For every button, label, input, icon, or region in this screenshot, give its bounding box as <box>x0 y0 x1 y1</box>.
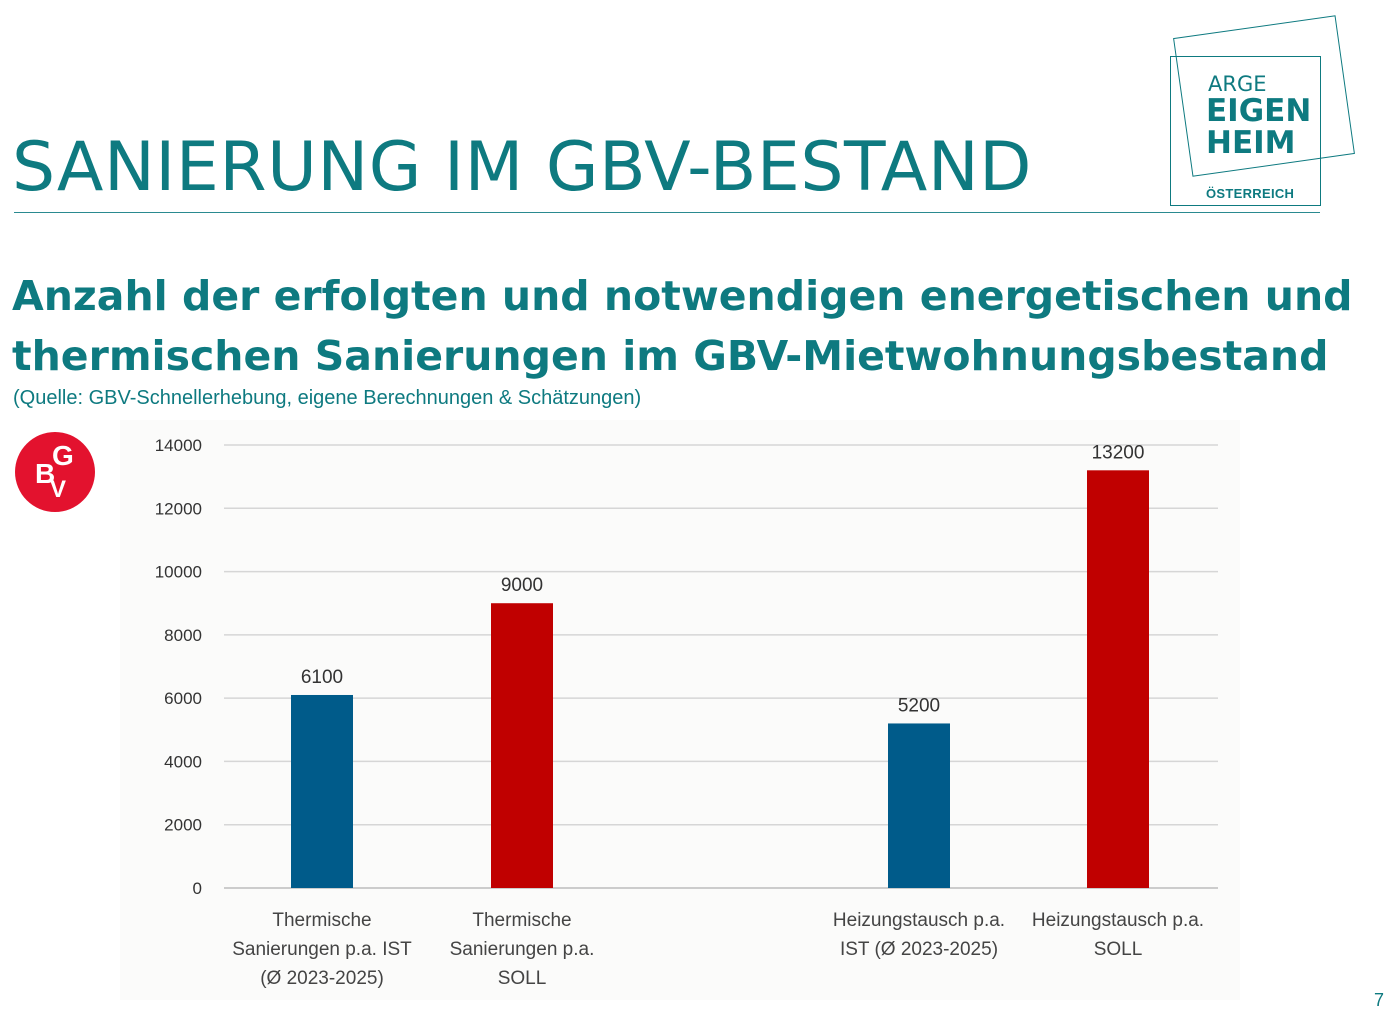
x-tick-label: Heizungstausch p.a. <box>833 910 1005 931</box>
bar <box>1087 470 1149 888</box>
bar <box>888 723 950 888</box>
source-note: (Quelle: GBV-Schnellerhebung, eigene Ber… <box>13 387 642 409</box>
logo-text-arge: ARGE <box>1208 72 1267 96</box>
bar <box>291 694 353 888</box>
data-label: 6100 <box>301 667 343 688</box>
y-tick-label: 6000 <box>164 689 202 708</box>
chart-heading-line-1: Anzahl der erfolgten und notwendigen ene… <box>12 272 1353 320</box>
x-tick-label: (Ø 2023-2025) <box>260 968 384 989</box>
y-tick-label: 8000 <box>164 626 202 645</box>
logo-text-eigen: EIGEN <box>1206 93 1312 129</box>
x-tick-label: Thermische <box>272 910 371 931</box>
gbv-logo-letter-g: G <box>52 440 74 471</box>
chart-heading: Anzahl der erfolgten und notwendigen ene… <box>12 266 1353 386</box>
y-tick-label: 4000 <box>164 752 202 771</box>
gbv-logo-letter-v: V <box>50 476 67 503</box>
title-divider <box>14 212 1320 213</box>
y-tick-label: 2000 <box>164 816 202 835</box>
arge-eigenheim-logo: ARGE EIGEN HEIM ÖSTERREICH <box>1168 6 1368 211</box>
x-tick-label: IST (Ø 2023-2025) <box>840 939 998 960</box>
x-tick-label: Heizungstausch p.a. <box>1032 910 1204 931</box>
chart-heading-line-2: thermischen Sanierungen im GBV-Mietwohnu… <box>12 332 1329 380</box>
logo-text-heim: HEIM <box>1206 125 1296 161</box>
y-tick-label: 10000 <box>155 563 202 582</box>
gbv-logo-letter-b: B <box>35 458 56 489</box>
x-tick-label: SOLL <box>498 968 547 989</box>
x-tick-label: SOLL <box>1094 939 1143 960</box>
x-tick-label: Thermische <box>472 910 571 931</box>
logo-frame <box>1170 56 1321 206</box>
data-label: 5200 <box>898 695 940 716</box>
bar-chart: 0 2000 4000 6000 8000 10000 12000 14000 6100 9000… <box>120 420 1240 1000</box>
y-tick-label: 0 <box>193 879 202 898</box>
y-tick-label: 14000 <box>155 436 202 455</box>
page-number: 7 <box>1374 990 1385 1010</box>
x-tick-label: Sanierungen p.a. <box>450 939 595 960</box>
data-label: 9000 <box>501 575 543 596</box>
y-tick-label: 12000 <box>155 499 202 518</box>
data-label: 13200 <box>1092 442 1145 463</box>
logo-text-oesterreich: ÖSTERREICH <box>1206 186 1295 201</box>
x-tick-label: Sanierungen p.a. IST <box>232 939 412 960</box>
gbv-logo: G B V <box>15 432 95 512</box>
bar <box>491 603 553 888</box>
page-title: SANIERUNG IM GBV-BESTAND <box>12 128 1033 207</box>
